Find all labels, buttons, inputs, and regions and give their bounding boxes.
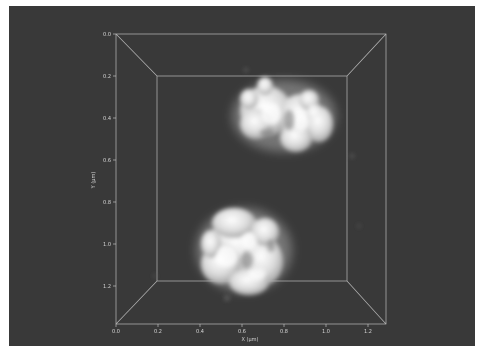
y-tick-label: 0.4: [103, 116, 111, 122]
y-tick-label: 0.6: [103, 158, 111, 164]
y-tick-label: 0.8: [103, 200, 111, 206]
box-edge-br: [346, 280, 387, 325]
noise-specks: [153, 68, 361, 301]
lower-particle[interactable]: [196, 208, 292, 295]
box-edge-bl: [115, 280, 158, 325]
box-front-face: [115, 33, 387, 325]
x-tick-label: 0.6: [238, 329, 246, 335]
x-tick-label: 1.0: [322, 329, 330, 335]
3d-viewport[interactable]: 0.0 0.2 0.4 0.6 0.8 1.0 1.2 Y (µm) 0.0 0…: [9, 6, 475, 346]
upper-particle[interactable]: [232, 77, 336, 152]
x-axis-label: X (µm): [242, 337, 259, 343]
box-edge-tr: [346, 33, 387, 77]
x-tick-label: 0.0: [112, 329, 120, 335]
y-tick-label: 1.2: [103, 284, 111, 290]
y-axis: 0.0 0.2 0.4 0.6 0.8 1.0 1.2 Y (µm): [91, 32, 116, 290]
x-axis: 0.0 0.2 0.4 0.6 0.8 1.0 1.2 X (µm): [112, 324, 372, 343]
x-tick-label: 0.8: [280, 329, 288, 335]
y-axis-label: Y (µm): [91, 172, 97, 190]
y-tick-label: 0.2: [103, 74, 111, 80]
box-edge-tl: [115, 33, 158, 77]
x-tick-label: 0.2: [154, 329, 162, 335]
3d-scene: 0.0 0.2 0.4 0.6 0.8 1.0 1.2 Y (µm) 0.0 0…: [91, 32, 387, 343]
y-tick-label: 1.0: [103, 242, 111, 248]
x-tick-label: 1.2: [364, 329, 372, 335]
y-tick-label: 0.0: [103, 32, 111, 38]
x-tick-label: 0.4: [196, 329, 204, 335]
